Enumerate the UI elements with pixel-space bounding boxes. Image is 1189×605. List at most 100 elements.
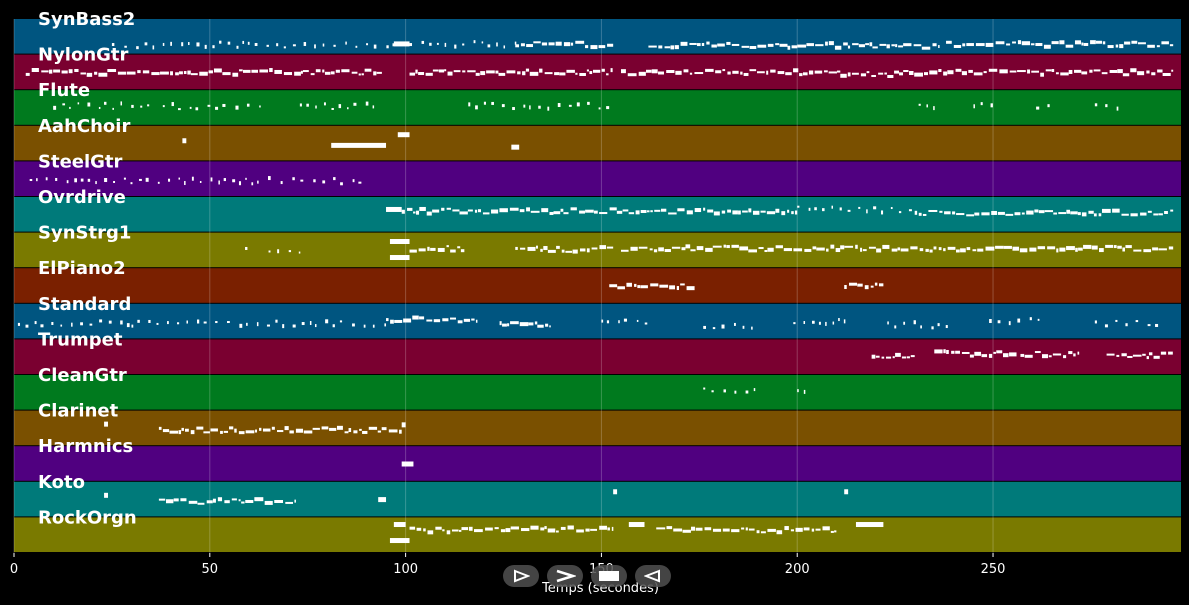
note-mark [658, 71, 664, 75]
forward-button[interactable] [547, 565, 583, 587]
note-mark [322, 43, 325, 47]
note-mark [509, 207, 519, 211]
rewind-button[interactable] [635, 565, 671, 587]
note-mark [703, 325, 707, 329]
note-mark [224, 500, 230, 504]
note-mark [868, 246, 876, 249]
note-mark [901, 356, 906, 359]
note-mark [607, 527, 610, 531]
note-mark [344, 431, 349, 434]
note-mark [1094, 103, 1098, 107]
note-mark [975, 43, 985, 47]
note-mark [620, 249, 629, 252]
note-mark [1121, 353, 1127, 357]
play-button[interactable] [503, 565, 539, 587]
note-mark [913, 320, 916, 325]
note-mark [666, 526, 673, 530]
note-mark [1019, 248, 1028, 253]
note-mark [426, 319, 433, 322]
note-mark [352, 323, 355, 327]
note-mark [1148, 352, 1153, 356]
note-mark [799, 73, 803, 77]
note-mark [239, 69, 243, 72]
note-mark [117, 71, 127, 75]
note-mark [203, 431, 210, 434]
note-mark [553, 211, 561, 215]
note-mark [120, 320, 123, 325]
note-mark [696, 43, 701, 47]
note-mark [828, 71, 837, 74]
note-mark [203, 321, 207, 324]
note-mark [112, 107, 114, 110]
note-mark [314, 324, 317, 328]
note-mark [182, 138, 187, 144]
note-mark [348, 428, 352, 433]
note-mark [933, 246, 937, 250]
note-mark [834, 45, 842, 50]
note-mark [1158, 213, 1163, 216]
note-mark [812, 246, 817, 250]
note-mark [689, 42, 697, 45]
note-mark [944, 211, 951, 215]
note-mark [676, 286, 679, 291]
note-mark [825, 321, 827, 326]
note-mark [654, 209, 661, 212]
note-mark [474, 209, 478, 213]
note-mark [749, 69, 757, 72]
note-mark [803, 321, 806, 325]
note-mark [933, 106, 935, 111]
note-mark [416, 210, 420, 215]
note-mark [486, 70, 495, 74]
note-mark [635, 210, 640, 215]
note-mark [447, 71, 453, 76]
note-mark [1078, 247, 1083, 251]
note-mark [246, 103, 250, 107]
note-mark [576, 529, 584, 533]
note-mark [1102, 41, 1106, 45]
note-mark [188, 500, 198, 504]
note-mark [264, 500, 273, 505]
note-mark [268, 250, 271, 253]
note-mark [62, 103, 66, 106]
note-mark [857, 283, 863, 287]
note-mark [74, 68, 79, 72]
note-mark [875, 355, 880, 358]
note-mark [1125, 323, 1128, 327]
note-mark [301, 322, 305, 326]
note-mark [363, 324, 366, 328]
note-mark [353, 430, 358, 434]
note-mark [579, 248, 586, 252]
note-mark [435, 526, 442, 530]
note-mark [839, 207, 842, 211]
track-label: NylonGtr [38, 45, 129, 66]
note-mark [186, 320, 188, 324]
x-tick-label: 0 [10, 562, 18, 577]
note-mark [483, 101, 487, 105]
note-mark [834, 530, 837, 533]
note-mark [1058, 212, 1067, 215]
note-mark [521, 528, 530, 532]
note-mark [283, 46, 286, 49]
note-mark [61, 70, 68, 74]
note-mark [567, 525, 574, 530]
note-mark [485, 527, 493, 531]
note-mark [477, 209, 482, 213]
note-mark [266, 44, 269, 47]
note-mark [275, 319, 278, 323]
note-mark [648, 45, 657, 48]
note-mark [590, 528, 598, 531]
note-mark [1122, 73, 1130, 77]
note-mark [157, 181, 160, 184]
note-mark [282, 324, 285, 329]
note-mark [711, 390, 714, 393]
note-mark [589, 71, 593, 75]
note-mark [299, 103, 302, 107]
note-mark [403, 318, 412, 323]
note-mark [259, 427, 262, 431]
note-mark [742, 325, 745, 329]
note-mark [966, 43, 974, 47]
note-mark [496, 42, 498, 47]
stop-button[interactable] [591, 565, 627, 587]
note-mark [158, 426, 162, 430]
